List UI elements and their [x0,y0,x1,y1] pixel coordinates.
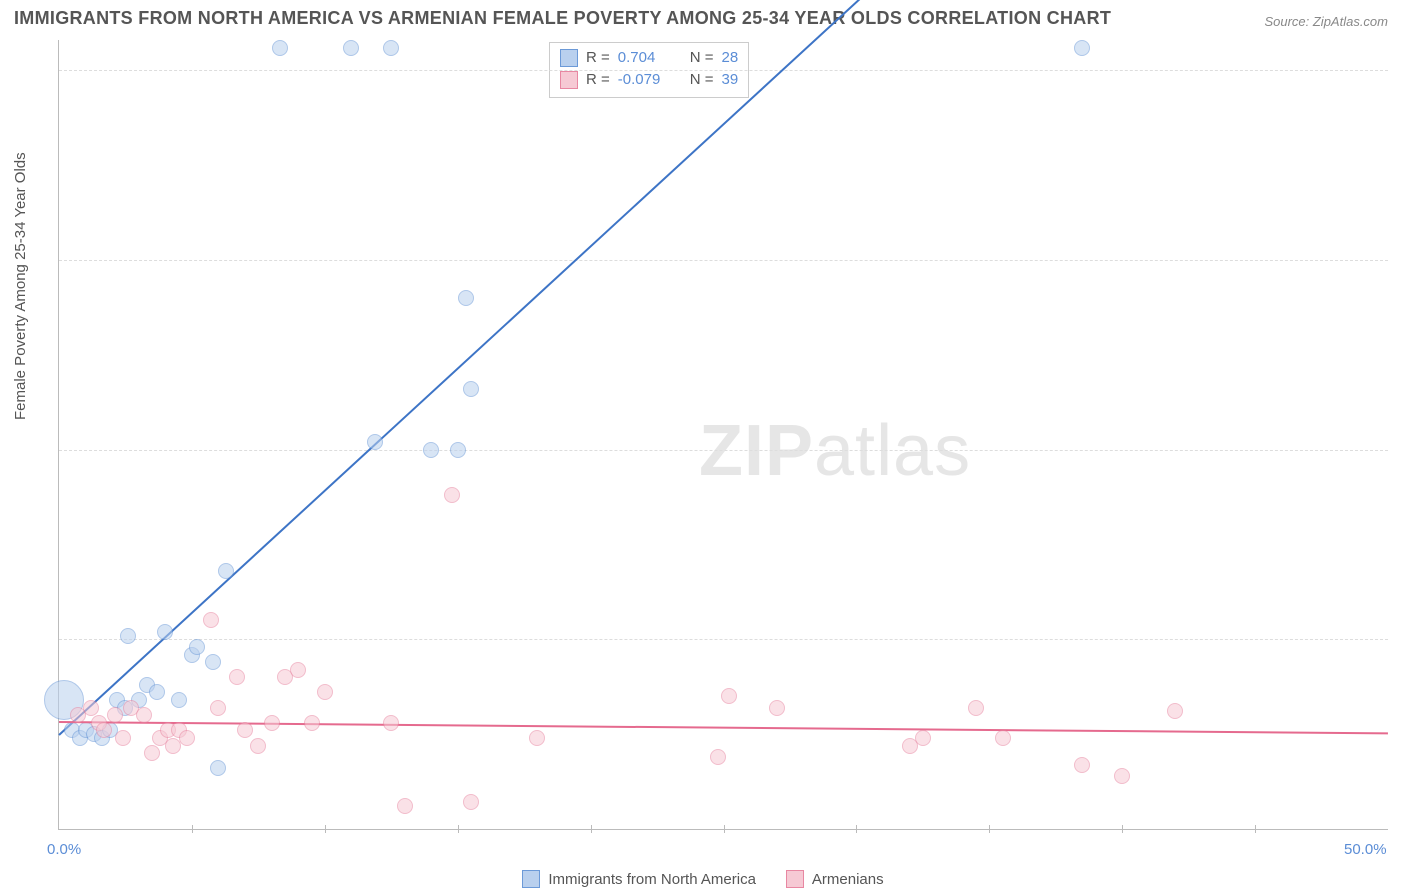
legend-item-immigrants: Immigrants from North America [522,870,756,888]
data-point-armenians [229,669,245,685]
data-point-armenians [290,662,306,678]
source-attribution: Source: ZipAtlas.com [1264,14,1388,29]
stats-row-armenians: R = -0.079 N = 39 [560,69,738,91]
data-point-immigrants [272,40,288,56]
data-point-armenians [304,715,320,731]
watermark-atlas: atlas [814,411,971,491]
data-point-armenians [179,730,195,746]
data-point-immigrants [210,760,226,776]
x-tick-minor [724,825,725,833]
x-tick-minor [192,825,193,833]
x-tick-label: 50.0% [1344,841,1387,858]
watermark-zip: ZIP [699,411,814,491]
legend-label-immigrants: Immigrants from North America [548,871,756,888]
data-point-armenians [144,745,160,761]
data-point-immigrants [157,624,173,640]
data-point-armenians [115,730,131,746]
data-point-armenians [995,730,1011,746]
data-point-armenians [721,688,737,704]
legend-swatch-immigrants [522,870,540,888]
data-point-immigrants [171,692,187,708]
gridline-horizontal [59,260,1388,261]
x-tick-minor [325,825,326,833]
stats-n-value: 28 [722,47,739,69]
data-point-armenians [210,700,226,716]
stats-swatch-immigrants [560,49,578,67]
data-point-immigrants [1074,40,1090,56]
data-point-armenians [1074,757,1090,773]
scatter-chart: ZIPatlas R = 0.704 N = 28 R = -0.079 N = 39… [58,40,1388,830]
data-point-immigrants [458,290,474,306]
legend-label-armenians: Armenians [812,871,884,888]
x-tick-minor [989,825,990,833]
stats-swatch-armenians [560,71,578,89]
y-axis-label: Female Poverty Among 25-34 Year Olds [12,152,29,420]
data-point-armenians [203,612,219,628]
x-tick-minor [591,825,592,833]
data-point-armenians [107,707,123,723]
data-point-armenians [444,487,460,503]
x-tick-minor [458,825,459,833]
data-point-armenians [710,749,726,765]
x-tick-label: 0.0% [47,841,81,858]
data-point-immigrants [463,381,479,397]
stats-row-immigrants: R = 0.704 N = 28 [560,47,738,69]
stats-r-value: -0.079 [618,69,676,91]
source-name: ZipAtlas.com [1313,14,1388,29]
data-point-immigrants [367,434,383,450]
data-point-immigrants [205,654,221,670]
data-point-armenians [968,700,984,716]
data-point-armenians [915,730,931,746]
legend-item-armenians: Armenians [786,870,884,888]
data-point-immigrants [189,639,205,655]
stats-r-label: R = [586,69,610,91]
data-point-immigrants [343,40,359,56]
watermark: ZIPatlas [699,410,971,492]
data-point-armenians [237,722,253,738]
data-point-armenians [136,707,152,723]
stats-n-label: N = [690,69,714,91]
data-point-armenians [529,730,545,746]
data-point-immigrants [383,40,399,56]
data-point-armenians [769,700,785,716]
source-prefix: Source: [1264,14,1312,29]
stats-r-label: R = [586,47,610,69]
x-tick-minor [1122,825,1123,833]
data-point-immigrants [120,628,136,644]
data-point-immigrants [450,442,466,458]
x-tick-minor [856,825,857,833]
gridline-horizontal [59,450,1388,451]
data-point-immigrants [423,442,439,458]
data-point-armenians [1167,703,1183,719]
data-point-armenians [383,715,399,731]
data-point-armenians [264,715,280,731]
legend-swatch-armenians [786,870,804,888]
data-point-immigrants [218,563,234,579]
data-point-armenians [96,722,112,738]
gridline-horizontal [59,70,1388,71]
data-point-armenians [250,738,266,754]
bottom-legend: Immigrants from North America Armenians [0,870,1406,888]
stats-n-label: N = [690,47,714,69]
stats-n-value: 39 [722,69,739,91]
data-point-armenians [463,794,479,810]
data-point-armenians [83,700,99,716]
data-point-armenians [317,684,333,700]
data-point-immigrants [149,684,165,700]
gridline-horizontal [59,639,1388,640]
data-point-armenians [1114,768,1130,784]
data-point-armenians [397,798,413,814]
chart-title: IMMIGRANTS FROM NORTH AMERICA VS ARMENIA… [14,8,1111,29]
stats-r-value: 0.704 [618,47,676,69]
trend-line-immigrants [58,0,1388,736]
trend-line-armenians [59,721,1388,734]
x-tick-minor [1255,825,1256,833]
